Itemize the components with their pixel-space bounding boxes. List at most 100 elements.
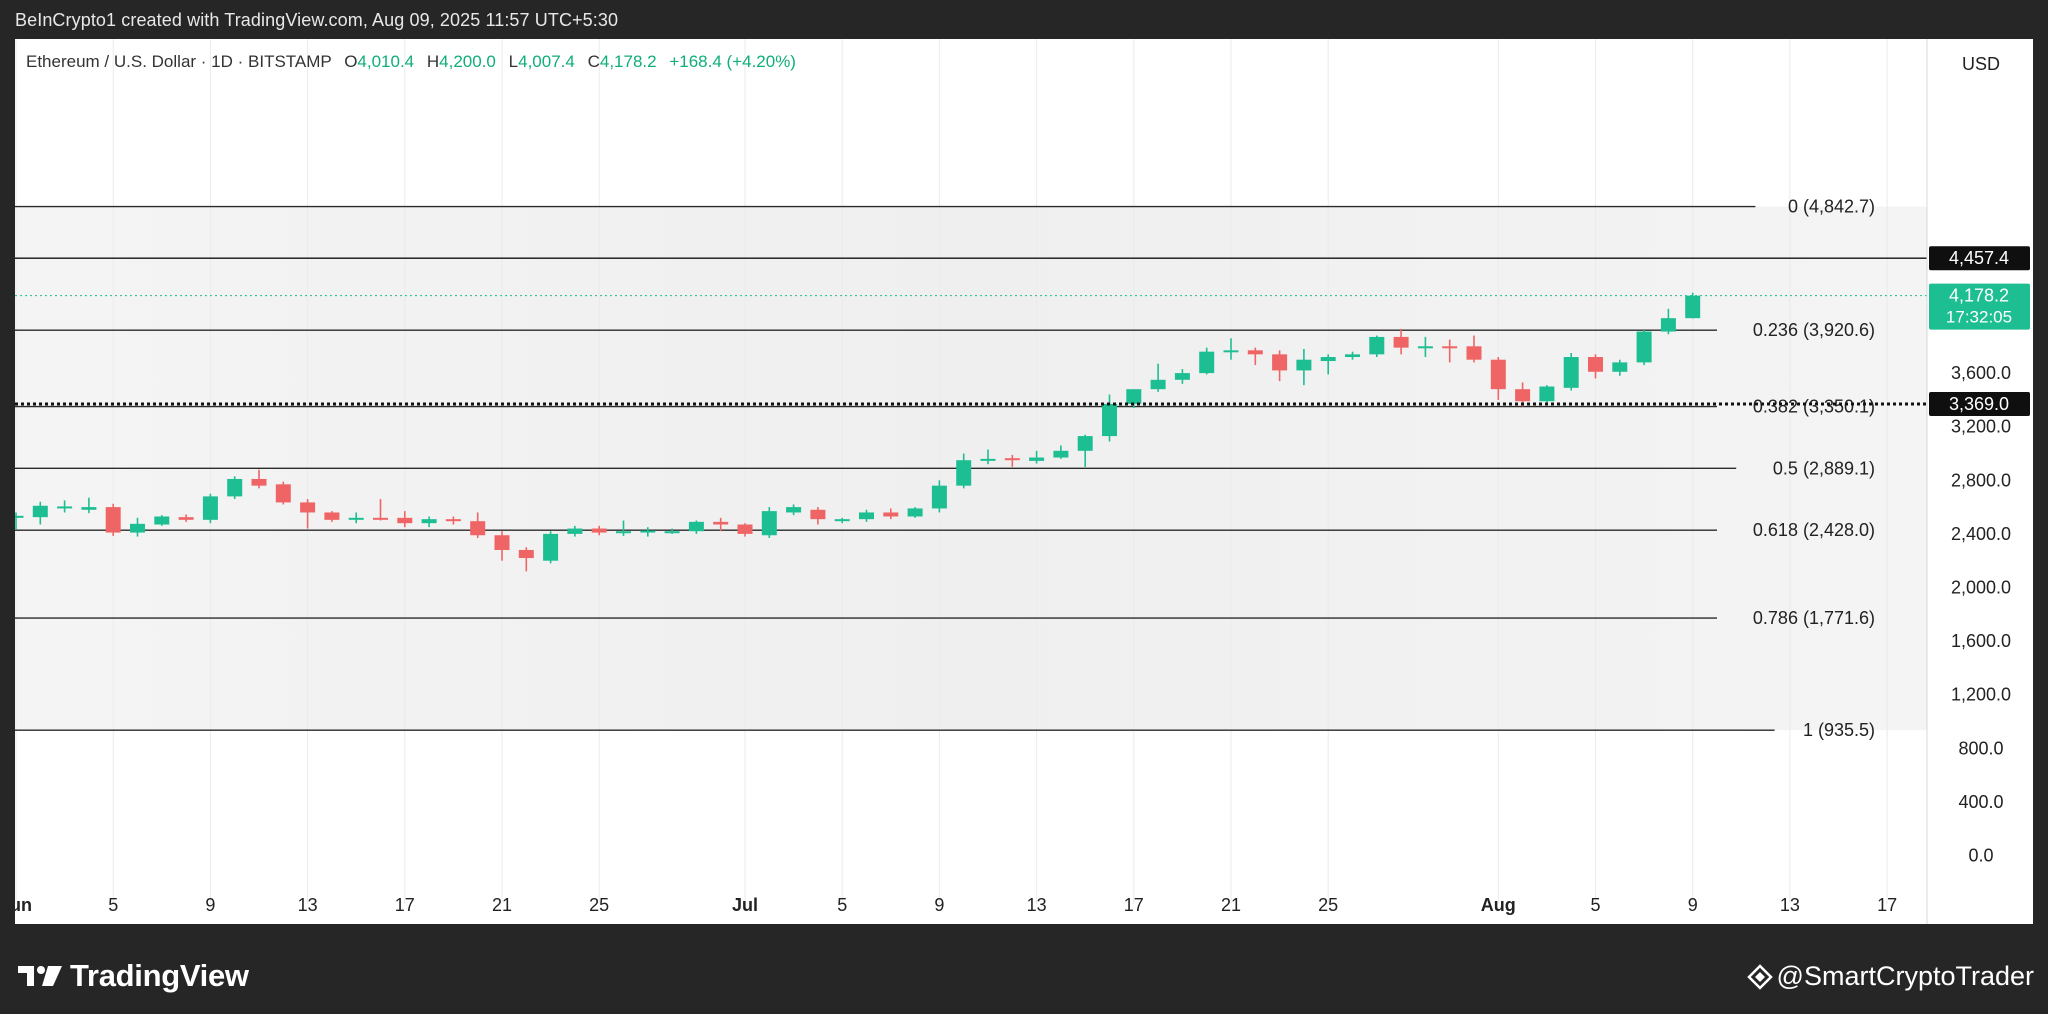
candle[interactable] (883, 508, 899, 520)
candle[interactable] (1272, 350, 1288, 382)
candle[interactable] (57, 500, 73, 513)
candle[interactable] (1636, 330, 1652, 366)
candle[interactable] (470, 512, 486, 538)
candle[interactable] (178, 514, 194, 522)
candle[interactable] (494, 531, 510, 561)
candle[interactable] (1077, 434, 1093, 467)
candle[interactable] (810, 507, 826, 525)
candle[interactable] (15, 512, 24, 530)
candle[interactable] (421, 516, 437, 528)
candle-body (1345, 354, 1360, 358)
candle[interactable] (1345, 351, 1360, 360)
candle[interactable] (1393, 328, 1409, 355)
candle[interactable] (445, 516, 461, 525)
x-axis-tick-label: Jul (732, 895, 758, 915)
candle[interactable] (1588, 354, 1603, 379)
candle[interactable] (834, 517, 850, 524)
x-axis-tick-label: 9 (205, 895, 215, 915)
candle-body (713, 521, 729, 525)
fib-level-label: 0.5 (2,889.1) (1773, 458, 1875, 478)
x-axis-tick-label: 25 (1318, 895, 1338, 915)
candle-body (324, 512, 340, 520)
candle[interactable] (1539, 385, 1555, 403)
candle[interactable] (227, 476, 243, 500)
candle[interactable] (1223, 338, 1239, 360)
candle[interactable] (154, 515, 170, 526)
candle[interactable] (1466, 335, 1482, 363)
price-tag-box (1929, 392, 2030, 417)
y-axis-tick-label: 1,200.0 (1951, 685, 2011, 705)
candle[interactable] (1174, 369, 1190, 384)
candle[interactable] (688, 520, 704, 534)
candle[interactable] (1563, 353, 1579, 391)
candle[interactable] (1247, 347, 1263, 366)
candle[interactable] (348, 512, 364, 524)
candle[interactable] (931, 480, 947, 513)
candle[interactable] (761, 507, 777, 538)
candle[interactable] (640, 527, 656, 537)
candle[interactable] (1417, 336, 1433, 358)
x-axis-tick-label: 13 (1027, 895, 1047, 915)
x-axis-tick-label: 21 (1221, 895, 1241, 915)
candle[interactable] (32, 501, 48, 525)
candle-body (1150, 379, 1166, 390)
candle-body (275, 484, 291, 503)
y-axis-tick-label: 3,200.0 (1951, 417, 2011, 437)
candle[interactable] (518, 547, 534, 572)
price-chart[interactable]: 0 (4,842.7) 0.236 (3,920.6) 0.382 (3,350.1… (15, 39, 2033, 924)
candle[interactable] (567, 525, 583, 537)
candle[interactable] (980, 449, 996, 465)
x-axis-tick-label: 25 (589, 895, 609, 915)
candle-body (1174, 373, 1190, 380)
candle[interactable] (1442, 339, 1458, 363)
candle[interactable] (1029, 450, 1045, 464)
candle[interactable] (105, 503, 121, 536)
candle[interactable] (1199, 347, 1215, 375)
x-axis-tick-label: 5 (1590, 895, 1600, 915)
candle[interactable] (275, 481, 291, 505)
candle[interactable] (1150, 363, 1166, 392)
candle-body (907, 508, 923, 517)
candle[interactable] (737, 523, 753, 537)
candle[interactable] (616, 520, 631, 536)
candle[interactable] (300, 499, 316, 529)
tradingview-logo[interactable]: TradingView (18, 958, 249, 994)
candle[interactable] (907, 507, 923, 518)
candle[interactable] (1490, 357, 1506, 400)
candle[interactable] (1660, 308, 1676, 335)
candle[interactable] (397, 511, 413, 528)
candle[interactable] (713, 517, 729, 532)
candle-body (1563, 357, 1579, 388)
candle-body (373, 517, 388, 520)
candle[interactable] (130, 517, 145, 537)
price-tag-box (1929, 246, 2030, 271)
candle[interactable] (81, 497, 97, 514)
candle[interactable] (324, 511, 340, 522)
candle[interactable] (373, 499, 388, 521)
candle[interactable] (1296, 348, 1312, 386)
candle[interactable] (1369, 335, 1385, 358)
legend-low: 4,007.4 (518, 52, 575, 71)
candle[interactable] (202, 493, 218, 524)
last-price-box (1929, 283, 2030, 330)
chart-caption: BeInCrypto1 created with TradingView.com… (15, 10, 619, 30)
candle[interactable] (1685, 292, 1701, 319)
candle[interactable] (1053, 445, 1069, 459)
candle[interactable] (859, 509, 874, 522)
candle[interactable] (1004, 454, 1020, 467)
candle-body (202, 496, 218, 520)
candle[interactable] (786, 504, 802, 516)
candle[interactable] (1320, 354, 1336, 375)
candle[interactable] (543, 531, 559, 564)
candle-body (1320, 357, 1336, 362)
candle[interactable] (1102, 394, 1117, 442)
candle-body (81, 507, 97, 510)
x-axis-tick-label: 17 (395, 895, 415, 915)
candle[interactable] (664, 528, 680, 534)
candle[interactable] (591, 525, 607, 536)
y-axis-tick-label: 400.0 (1958, 792, 2003, 812)
chart-panel[interactable]: 0 (4,842.7) 0.236 (3,920.6) 0.382 (3,350.1… (15, 39, 2033, 924)
candle[interactable] (251, 469, 267, 489)
candle[interactable] (956, 453, 972, 489)
candle[interactable] (1612, 359, 1628, 376)
